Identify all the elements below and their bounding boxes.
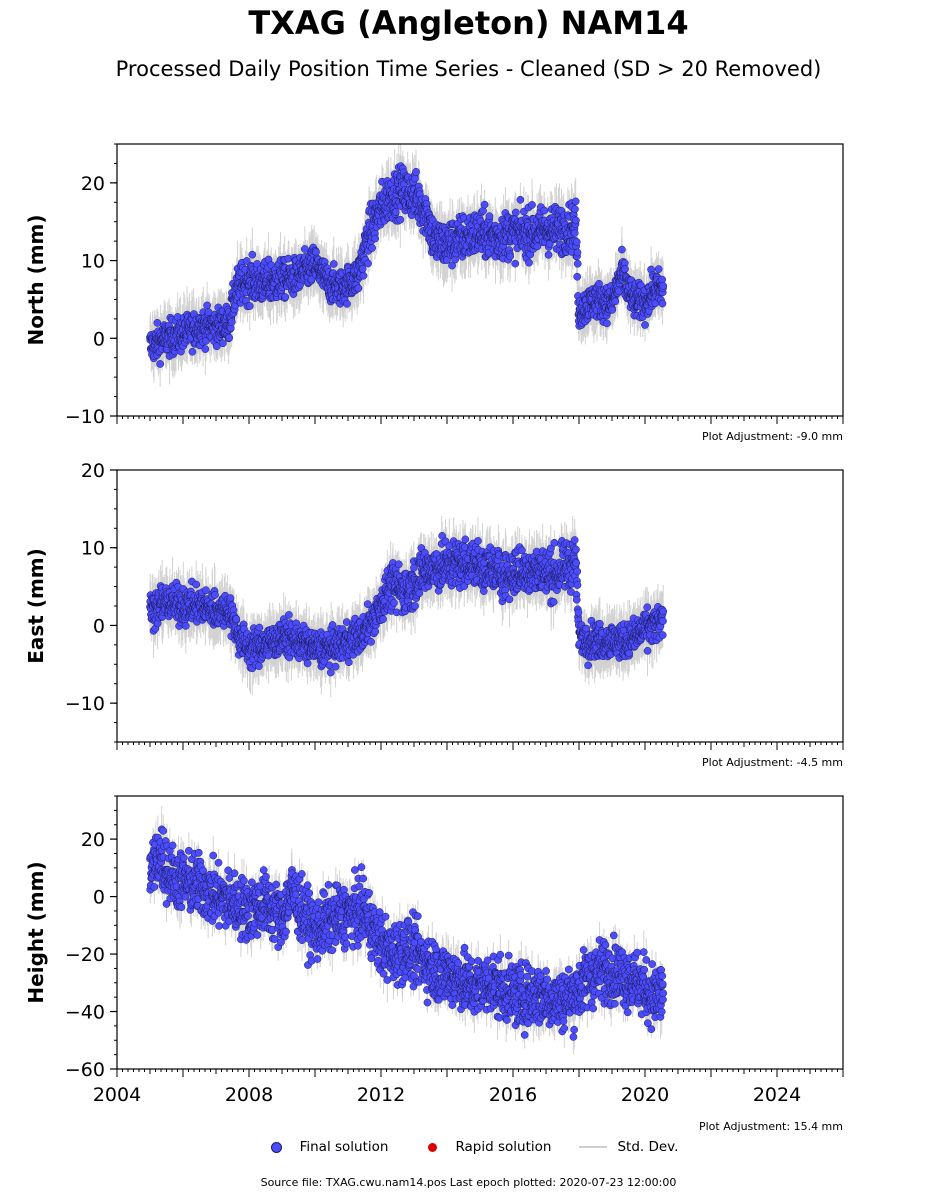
legend-final: Final solution <box>259 1139 389 1155</box>
final-solution-points <box>146 532 668 677</box>
y-tick-label: 20 <box>81 829 105 851</box>
y-tick-label: −10 <box>65 406 105 428</box>
std-line-icon <box>579 1146 608 1148</box>
y-tick-label: −40 <box>65 1002 105 1024</box>
y-tick-label: −10 <box>65 693 105 715</box>
final-marker-icon <box>270 1141 282 1153</box>
y-axis-label: Height (mm) <box>24 861 48 1003</box>
legend-final-label: Final solution <box>299 1139 389 1155</box>
x-tick-label: 2008 <box>225 1084 273 1106</box>
y-axis-label: North (mm) <box>24 214 48 345</box>
plot-adjustment-note: Plot Adjustment: -4.5 mm <box>702 756 843 769</box>
plot-adjustment-note: Plot Adjustment: 15.4 mm <box>699 1120 843 1133</box>
final-solution-points <box>146 162 668 368</box>
panel-2: −10 0 10 20 East (mm) Plot Adjustment: -4.5 m… <box>24 460 844 769</box>
y-tick-label: 20 <box>81 173 105 195</box>
panel-3: 2004 2008 2012 2016 2020 2024 −60 −40 −20 0 20 Heig… <box>24 795 844 1133</box>
rapid-marker-icon <box>428 1142 438 1152</box>
page-subtitle: Processed Daily Position Time Series - C… <box>115 57 822 81</box>
y-tick-label: 0 <box>93 615 105 637</box>
y-tick-label: 0 <box>93 887 105 909</box>
x-tick-label: 2024 <box>753 1084 801 1106</box>
legend-rapid: Rapid solution <box>416 1139 551 1155</box>
legend: Final solution Rapid solution Std. Dev. <box>0 1136 937 1158</box>
x-tick-label: 2020 <box>621 1084 669 1106</box>
y-tick-label: −60 <box>65 1059 105 1081</box>
plot-adjustment-note: Plot Adjustment: -9.0 mm <box>702 430 843 443</box>
source-footer: Source file: TXAG.cwu.nam14.pos Last epo… <box>260 1176 677 1189</box>
page-title: TXAG (Angleton) NAM14 <box>248 4 689 42</box>
y-tick-label: 0 <box>93 328 105 350</box>
panel-1: −10 0 10 20 North (mm) Plot Adjustment: -9.0 … <box>24 143 844 443</box>
y-tick-label: 20 <box>81 460 105 482</box>
legend-rapid-label: Rapid solution <box>455 1139 552 1155</box>
panel-2-data <box>146 515 668 698</box>
x-tick-label: 2004 <box>93 1084 141 1106</box>
legend-std-label: Std. Dev. <box>617 1139 679 1155</box>
x-tick-label: 2016 <box>489 1084 537 1106</box>
panel-3-data <box>146 806 668 1055</box>
legend-std: Std. Dev. <box>579 1139 678 1155</box>
x-tick-label: 2012 <box>357 1084 405 1106</box>
final-solution-points <box>146 825 668 1041</box>
plot-frame <box>116 143 844 417</box>
y-tick-label: 10 <box>81 538 105 560</box>
panel-1-data <box>146 144 668 388</box>
y-tick-label: 10 <box>81 251 105 273</box>
y-axis-label: East (mm) <box>24 548 48 664</box>
y-tick-label: −20 <box>65 944 105 966</box>
